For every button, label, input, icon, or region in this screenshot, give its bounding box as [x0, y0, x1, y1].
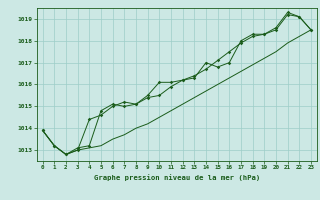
X-axis label: Graphe pression niveau de la mer (hPa): Graphe pression niveau de la mer (hPa) — [94, 174, 260, 181]
